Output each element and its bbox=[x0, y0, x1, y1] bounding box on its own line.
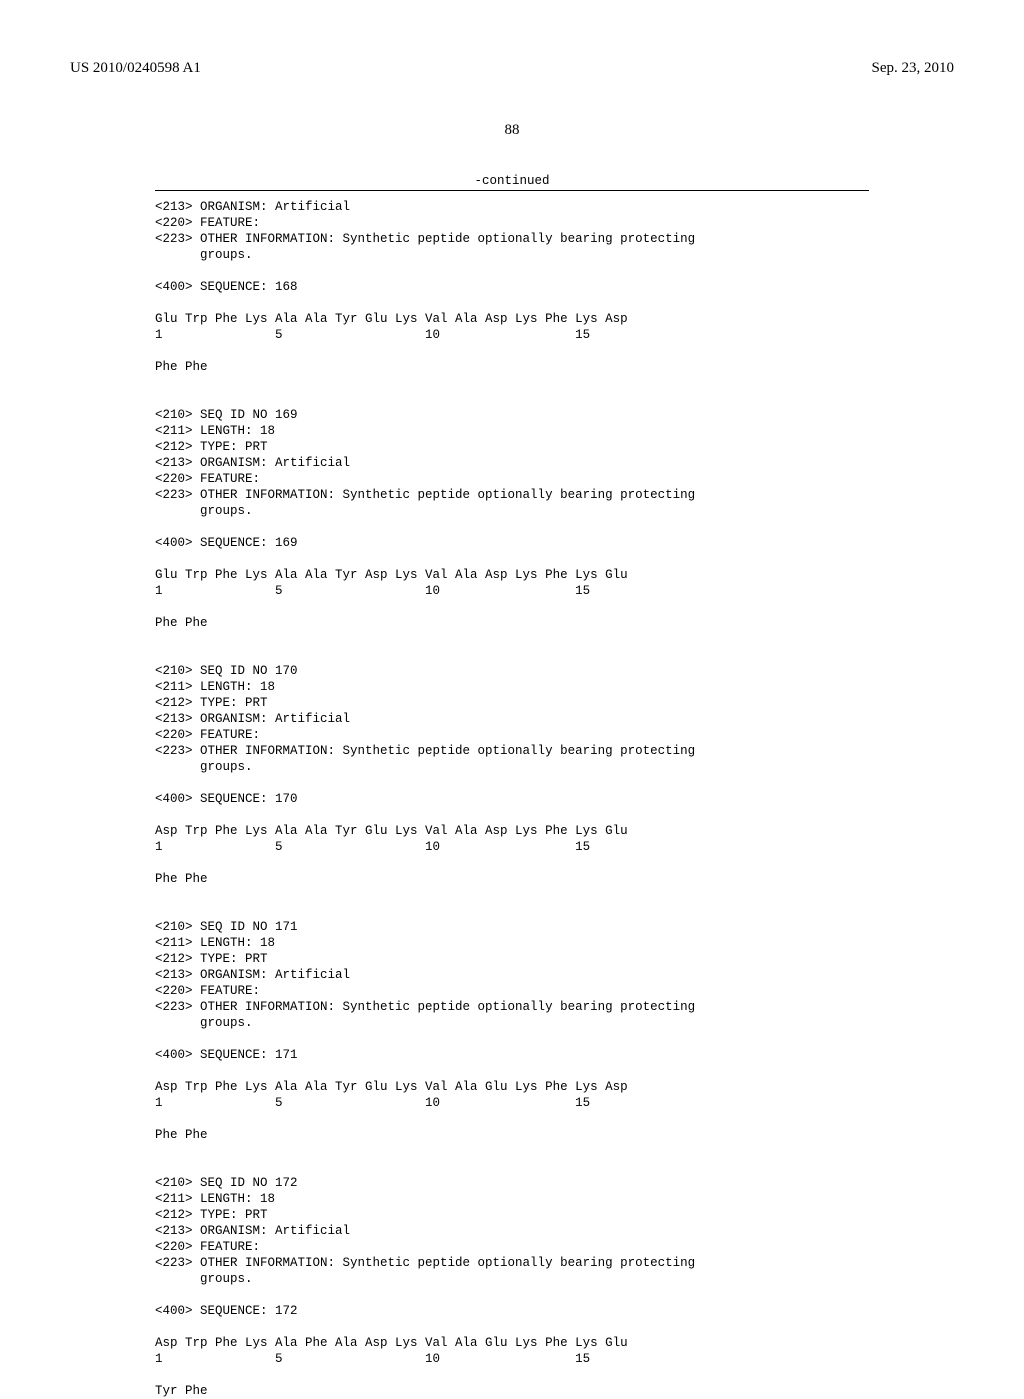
page-number: 88 bbox=[0, 122, 1024, 139]
continued-label: -continued bbox=[0, 174, 1024, 188]
horizontal-rule bbox=[155, 190, 869, 191]
publication-date: Sep. 23, 2010 bbox=[872, 60, 955, 77]
publication-number: US 2010/0240598 A1 bbox=[70, 60, 201, 77]
sequence-listing: <213> ORGANISM: Artificial <220> FEATURE… bbox=[155, 199, 869, 1399]
page-header: US 2010/0240598 A1 Sep. 23, 2010 bbox=[0, 0, 1024, 77]
